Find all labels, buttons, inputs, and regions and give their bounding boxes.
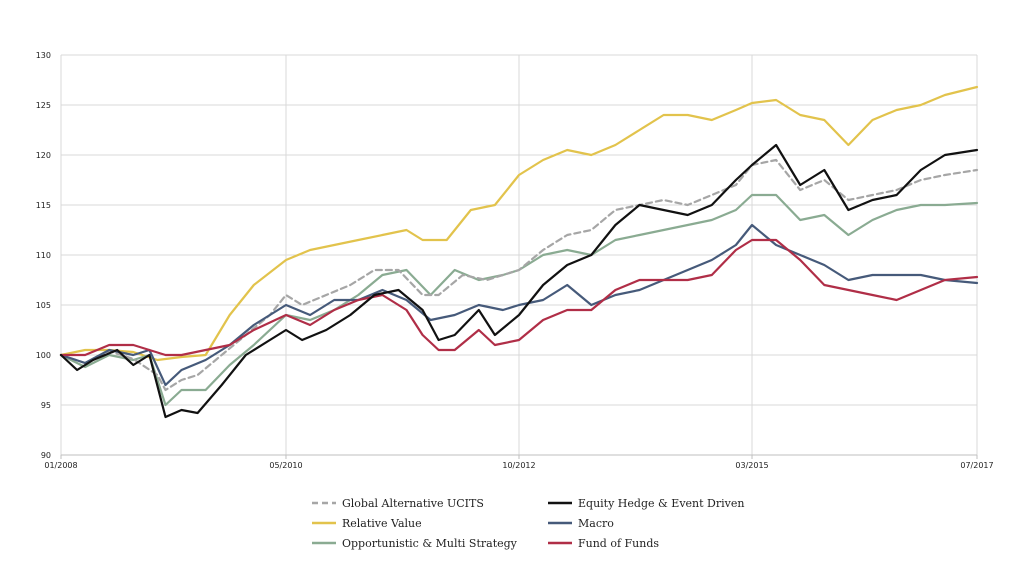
legend-label-equity-hedge-event-driven: Equity Hedge & Event Driven [578,497,744,510]
legend-label-macro: Macro [578,517,614,530]
series-lines [59,85,979,419]
x-tick-label-4: 07/2017 [960,461,993,470]
y-tick-label-110: 110 [36,251,51,260]
y-tick-label-120: 120 [36,151,51,160]
axes [60,454,978,459]
x-tick-label-2: 10/2012 [502,461,535,470]
y-tick-label-105: 105 [36,301,51,310]
legend-label-fund-of-funds: Fund of Funds [578,537,659,550]
y-tick-label-90: 90 [41,451,51,460]
x-tick-label-1: 05/2010 [269,461,302,470]
y-tick-label-95: 95 [41,401,51,410]
y-tick-label-100: 100 [36,351,51,360]
x-tick-label-0: 01/2008 [44,461,77,470]
series-line-fund-of-funds [59,238,979,357]
legend: Global Alternative UCITS Equity Hedge & E… [312,497,744,550]
legend-label-relative-value: Relative Value [342,517,422,530]
y-tick-label-125: 125 [36,101,51,110]
y-tick-label-115: 115 [36,201,51,210]
series-line-global-alternative-ucits [59,158,979,392]
x-tick-label-3: 03/2015 [735,461,768,470]
series-line-equity-hedge-event-driven [59,143,979,419]
y-tick-label-130: 130 [36,51,51,60]
series-line-macro [59,223,979,387]
series-line-relative-value [59,85,979,362]
legend-label-opportunistic-multi-strategy: Opportunistic & Multi Strategy [342,537,518,550]
grid [60,54,978,456]
x-tick-labels: 01/2008 05/2010 10/2012 03/2015 07/2017 [44,461,993,470]
legend-label-global-alternative-ucits: Global Alternative UCITS [342,497,484,510]
y-tick-labels: 90 95 100 105 110 115 120 125 130 [36,51,51,460]
